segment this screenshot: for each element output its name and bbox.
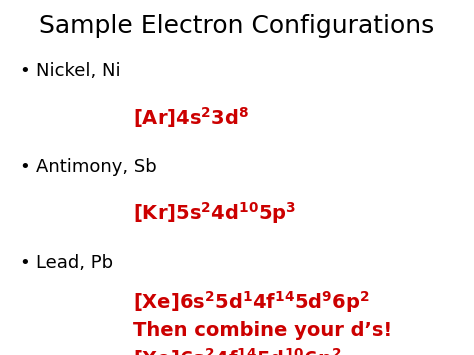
Text: •: • [19, 254, 30, 272]
Text: Lead, Pb: Lead, Pb [36, 254, 113, 272]
Text: Then combine your d’s!: Then combine your d’s! [133, 321, 392, 340]
Text: •: • [19, 158, 30, 176]
Text: Antimony, Sb: Antimony, Sb [36, 158, 156, 176]
Text: $\mathbf{[Xe]6s^25d^14f^{14}5d^96p^2}$: $\mathbf{[Xe]6s^25d^14f^{14}5d^96p^2}$ [133, 289, 370, 315]
Text: Nickel, Ni: Nickel, Ni [36, 62, 120, 80]
Text: •: • [19, 62, 30, 80]
Text: $\mathbf{[Ar]4s^23d^8}$: $\mathbf{[Ar]4s^23d^8}$ [133, 105, 249, 130]
Text: Sample Electron Configurations: Sample Electron Configurations [39, 14, 435, 38]
Text: $\mathbf{[Xe]6s^24f^{14}5d^{10}6p^2}$: $\mathbf{[Xe]6s^24f^{14}5d^{10}6p^2}$ [133, 346, 341, 355]
Text: $\mathbf{[Kr]5s^24d^{10}5p^3}$: $\mathbf{[Kr]5s^24d^{10}5p^3}$ [133, 200, 296, 226]
